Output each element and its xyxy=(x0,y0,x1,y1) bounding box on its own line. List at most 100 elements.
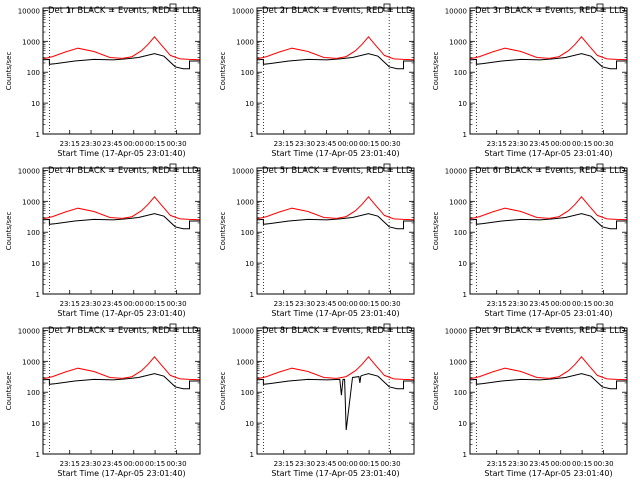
y-tick-label: 100 xyxy=(454,389,467,397)
chart-title: Det 1r BLACK = Events, RED = LLD xyxy=(48,6,199,16)
lld-series-line xyxy=(256,356,415,381)
chart-title: Det 5r BLACK = Events, RED = LLD xyxy=(262,166,413,176)
y-tick-label: 1000 xyxy=(449,198,467,206)
plot-frame xyxy=(42,327,201,455)
y-tick-label: 10 xyxy=(458,260,467,268)
y-tick-label: 10000 xyxy=(232,327,254,335)
x-tick-label: 00:00 xyxy=(124,140,144,148)
lld-series-line xyxy=(256,196,415,221)
plot-frame xyxy=(469,327,628,455)
events-series-line xyxy=(256,373,414,431)
y-axis-label: Counts/sec xyxy=(432,52,440,91)
x-tick-label: 00:15 xyxy=(572,460,592,468)
y-tick-label: 100 xyxy=(454,229,467,237)
chart-panel-5: Det 5r BLACK = Events, RED = LLD Counts/s… xyxy=(219,163,415,318)
y-tick-label: 10 xyxy=(458,100,467,108)
y-tick-label: 1 xyxy=(250,131,254,139)
x-tick-label: 23:15 xyxy=(60,460,80,468)
chart-panel-3: Det 3r BLACK = Events, RED = LLD Counts/s… xyxy=(432,3,628,158)
x-tick-label: 23:45 xyxy=(102,140,122,148)
x-tick-label: 00:30 xyxy=(166,300,186,308)
x-tick-label: 23:15 xyxy=(274,140,294,148)
x-tick-label: 23:15 xyxy=(487,140,507,148)
lld-series-line xyxy=(469,356,628,381)
chart-panel-2: Det 2r BLACK = Events, RED = LLD Counts/s… xyxy=(219,3,415,158)
x-tick-label: 23:45 xyxy=(529,460,549,468)
x-tick-label: 00:15 xyxy=(145,460,165,468)
y-axis-label: Counts/sec xyxy=(5,372,13,411)
x-tick-label: 00:15 xyxy=(572,140,592,148)
y-tick-label: 100 xyxy=(241,389,254,397)
x-tick-label: 00:00 xyxy=(551,140,571,148)
lld-series-line xyxy=(469,196,628,221)
chart-title: Det 7r BLACK = Events, RED = LLD xyxy=(48,326,199,336)
x-tick-label: 23:30 xyxy=(508,140,528,148)
events-series-line xyxy=(42,373,200,390)
x-tick-label: 23:45 xyxy=(102,460,122,468)
chart-title: Det 9r BLACK = Events, RED = LLD xyxy=(475,326,626,336)
y-axis-label: Counts/sec xyxy=(432,372,440,411)
x-tick-label: 00:30 xyxy=(593,140,613,148)
x-tick-label: 00:00 xyxy=(338,140,358,148)
chart-panel-1: Det 1r BLACK = Events, RED = LLD Counts/s… xyxy=(5,3,201,158)
x-axis-label: Start Time (17-Apr-05 23:01:40) xyxy=(484,149,612,158)
y-tick-label: 10000 xyxy=(232,167,254,175)
x-tick-label: 00:00 xyxy=(551,300,571,308)
x-tick-label: 00:30 xyxy=(166,460,186,468)
x-tick-label: 00:30 xyxy=(593,460,613,468)
y-tick-label: 1 xyxy=(463,451,467,459)
x-tick-label: 00:15 xyxy=(145,140,165,148)
y-tick-label: 100 xyxy=(241,229,254,237)
plot-frame xyxy=(469,167,628,295)
lld-series-line xyxy=(469,36,628,61)
x-tick-label: 00:00 xyxy=(338,460,358,468)
events-series-line xyxy=(256,213,414,230)
x-tick-label: 23:15 xyxy=(60,140,80,148)
x-tick-label: 23:30 xyxy=(508,460,528,468)
x-tick-label: 23:30 xyxy=(81,300,101,308)
x-tick-label: 00:30 xyxy=(593,300,613,308)
x-tick-label: 23:15 xyxy=(60,300,80,308)
events-series-line xyxy=(42,213,200,230)
x-tick-label: 23:15 xyxy=(487,300,507,308)
chart-panel-4: Det 4r BLACK = Events, RED = LLD Counts/s… xyxy=(5,163,201,318)
y-axis-label: Counts/sec xyxy=(219,52,227,91)
events-series-line xyxy=(469,53,627,70)
y-tick-label: 10000 xyxy=(18,327,40,335)
y-tick-label: 100 xyxy=(454,69,467,77)
x-axis-label: Start Time (17-Apr-05 23:01:40) xyxy=(57,469,185,478)
x-axis-label: Start Time (17-Apr-05 23:01:40) xyxy=(57,309,185,318)
chart-panel-6: Det 6r BLACK = Events, RED = LLD Counts/s… xyxy=(432,163,628,318)
lld-series-line xyxy=(42,36,201,61)
y-tick-label: 10000 xyxy=(18,7,40,15)
lld-series-line xyxy=(42,356,201,381)
chart-panel-9: Det 9r BLACK = Events, RED = LLD Counts/s… xyxy=(432,323,628,478)
x-tick-label: 00:15 xyxy=(145,300,165,308)
x-tick-label: 23:45 xyxy=(529,140,549,148)
chart-title: Det 6r BLACK = Events, RED = LLD xyxy=(475,166,626,176)
x-tick-label: 00:15 xyxy=(359,300,379,308)
x-tick-label: 00:15 xyxy=(572,300,592,308)
y-tick-label: 1 xyxy=(463,291,467,299)
events-series-line xyxy=(256,53,414,70)
x-axis-label: Start Time (17-Apr-05 23:01:40) xyxy=(484,469,612,478)
x-tick-label: 23:30 xyxy=(295,140,315,148)
x-tick-label: 23:45 xyxy=(316,460,336,468)
y-tick-label: 1000 xyxy=(236,38,254,46)
y-tick-label: 1000 xyxy=(449,38,467,46)
x-axis-label: Start Time (17-Apr-05 23:01:40) xyxy=(271,469,399,478)
y-tick-label: 10 xyxy=(31,260,40,268)
y-axis-label: Counts/sec xyxy=(5,52,13,91)
y-tick-label: 10000 xyxy=(232,7,254,15)
x-tick-label: 23:30 xyxy=(295,460,315,468)
y-tick-label: 1000 xyxy=(22,358,40,366)
y-tick-label: 1000 xyxy=(236,198,254,206)
y-axis-label: Counts/sec xyxy=(432,212,440,251)
x-tick-label: 00:00 xyxy=(551,460,571,468)
chart-title: Det 3r BLACK = Events, RED = LLD xyxy=(475,6,626,16)
y-axis-label: Counts/sec xyxy=(219,372,227,411)
events-series-line xyxy=(469,213,627,230)
x-axis-label: Start Time (17-Apr-05 23:01:40) xyxy=(484,309,612,318)
y-tick-label: 10 xyxy=(31,100,40,108)
